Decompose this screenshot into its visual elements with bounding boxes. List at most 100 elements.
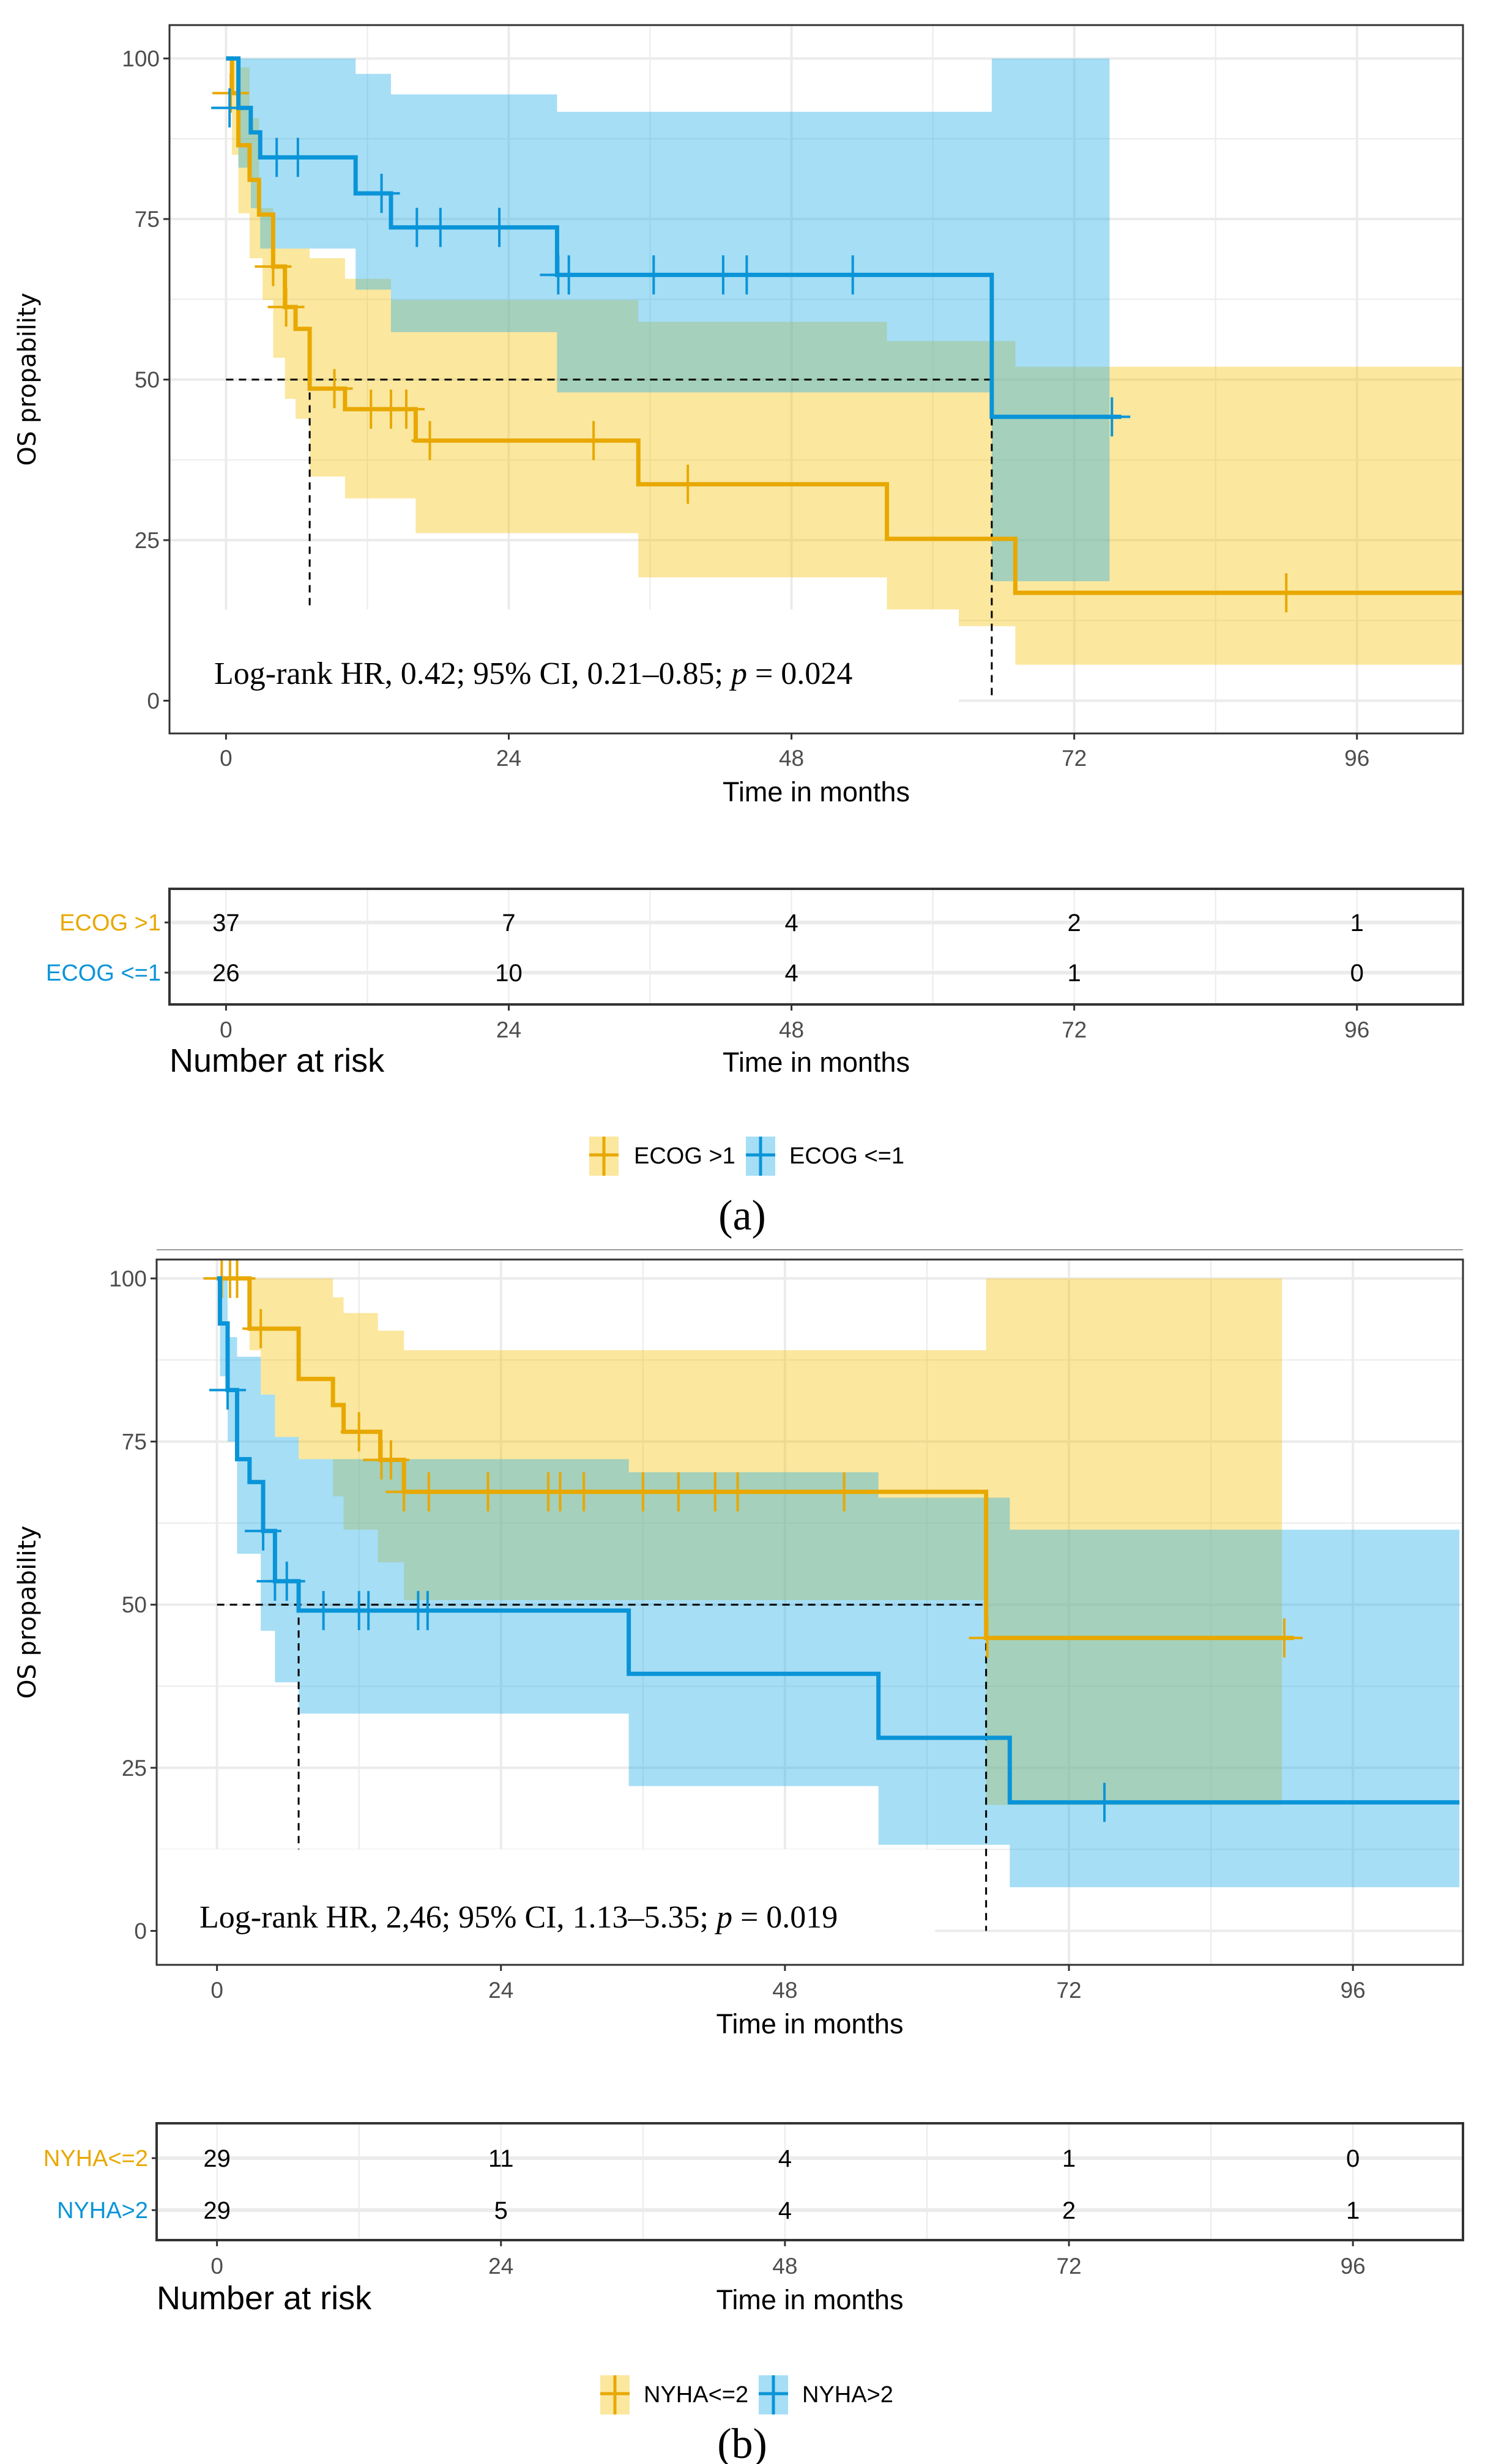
plot-area <box>169 56 1463 733</box>
x-tick-label: 48 <box>779 746 804 771</box>
legend-label: NYHA<=2 <box>644 2382 748 2408</box>
panel-caption: (b) <box>717 2421 767 2464</box>
y-axis-title: OS propability <box>13 1526 42 1699</box>
annotation-p-value: = 0.019 <box>732 1900 838 1935</box>
risk-count: 7 <box>502 910 515 937</box>
censor-mark <box>565 1472 603 1512</box>
risk-x-tick-label: 72 <box>1056 2254 1081 2279</box>
panel-caption: (a) <box>718 1192 766 1239</box>
risk-row-label: NYHA>2 <box>57 2198 148 2224</box>
risk-row-label: NYHA<=2 <box>43 2146 148 2172</box>
annotation-p-value: = 0.024 <box>747 656 852 691</box>
plot-area <box>157 1260 1460 1965</box>
risk-table-title: Number at risk <box>169 1042 385 1079</box>
censor-mark <box>481 207 518 247</box>
annotation-background <box>169 609 959 733</box>
risk-count: 4 <box>778 2197 792 2224</box>
censor-mark <box>350 1590 387 1630</box>
x-tick-label: 0 <box>220 746 233 771</box>
x-tick-label: 72 <box>1056 1978 1081 2003</box>
censor-mark <box>340 1412 378 1452</box>
risk-count: 1 <box>1350 910 1364 937</box>
risk-row-label: ECOG >1 <box>59 910 161 936</box>
censor-mark <box>372 1440 409 1480</box>
risk-table-frame <box>168 888 1464 1006</box>
annotation-background <box>157 1849 936 1965</box>
risk-count: 37 <box>212 910 240 937</box>
ci-band-orange <box>217 1278 1282 1805</box>
censor-mark <box>719 1472 756 1512</box>
risk-x-tick-label: 48 <box>772 2254 797 2279</box>
risk-x-tick-label: 72 <box>1062 1017 1087 1042</box>
x-tick-label: 48 <box>772 1978 797 2003</box>
y-tick-label: 0 <box>134 1919 147 1944</box>
ci-band-orange <box>226 58 1463 665</box>
annotation-text: Log-rank HR, 2,46; 95% CI, 1.13–5.35; <box>199 1900 716 1935</box>
legend: ECOG >1 ECOG <=1 <box>589 1137 904 1176</box>
legend-cross-icon <box>759 2375 788 2414</box>
x-tick-label: 24 <box>488 1978 513 2003</box>
risk-count: 10 <box>495 960 523 987</box>
censor-mark <box>411 421 448 461</box>
risk-count: 0 <box>1346 2145 1360 2172</box>
risk-x-tick-label: 96 <box>1344 1017 1369 1042</box>
risk-count: 4 <box>784 910 798 937</box>
legend-label: ECOG <=1 <box>789 1143 904 1169</box>
censor-mark <box>211 88 248 128</box>
risk-table-frame <box>155 2122 1464 2241</box>
legend-key-blue <box>746 1137 775 1176</box>
legend-key-orange <box>589 1137 619 1176</box>
legend-key-orange <box>600 2375 630 2414</box>
risk-count: 0 <box>1350 960 1364 987</box>
legend-key-blue <box>759 2375 788 2414</box>
censor-mark <box>316 369 353 409</box>
x-axis-title: Time in months <box>723 776 910 807</box>
y-tick-label: 25 <box>135 528 160 553</box>
annotation-p-symbol: p <box>729 656 747 691</box>
annotation-text: Log-rank HR, 0.42; 95% CI, 0.21–0.85; <box>214 656 731 691</box>
risk-count: 26 <box>212 960 240 987</box>
survival-curve-orange <box>226 56 1463 595</box>
risk-table-title: Number at risk <box>157 2280 372 2317</box>
y-tick-label: 100 <box>109 1266 147 1291</box>
censor-mark <box>728 255 765 295</box>
legend-label: ECOG >1 <box>634 1143 735 1169</box>
x-tick-label: 0 <box>210 1978 223 2003</box>
annotation-p-symbol: p <box>714 1900 732 1935</box>
legend: NYHA<=2 NYHA>2 <box>600 2375 893 2414</box>
risk-count: 2 <box>1062 2197 1076 2224</box>
risk-table: Number at risk NYHA<=2 29 11 4 1 0 NYHA>2 29 5 4 2 1… <box>43 2122 1464 2317</box>
y-tick-label: 50 <box>135 368 160 393</box>
risk-count: 2 <box>1068 910 1081 937</box>
ci-band-blue <box>226 58 1110 582</box>
risk-x-tick-label: 24 <box>496 1017 521 1042</box>
plot-frame <box>155 1258 1464 1966</box>
risk-x-tick-label: 0 <box>220 1017 233 1042</box>
risk-x-tick-label: 48 <box>779 1017 804 1042</box>
legend-cross-icon <box>600 2375 630 2414</box>
censor-mark <box>242 1309 280 1349</box>
logrank-annotation: Log-rank HR, 0.42; 95% CI, 0.21–0.85; p … <box>214 656 852 691</box>
censor-mark <box>825 1472 863 1512</box>
risk-count: 4 <box>784 960 798 987</box>
km-panel-a: Log-rank HR, 0.42; 95% CI, 0.21–0.85; p … <box>13 24 1464 1239</box>
y-tick-label: 75 <box>135 207 160 232</box>
censor-mark <box>409 1590 446 1630</box>
censor-mark <box>422 207 459 247</box>
censor-mark <box>1265 1618 1303 1658</box>
risk-x-tick-label: 96 <box>1341 2254 1366 2279</box>
censor-mark <box>660 1472 697 1512</box>
x-axis-title: Time in months <box>716 2008 904 2039</box>
legend-cross-icon <box>746 1137 775 1176</box>
x-tick-label: 24 <box>496 746 521 771</box>
censor-mark <box>255 247 292 286</box>
censor-mark <box>268 1561 305 1601</box>
censor-mark <box>363 174 400 213</box>
x-tick-label: 96 <box>1344 746 1369 771</box>
censor-mark <box>279 138 316 177</box>
y-axis-title: OS propability <box>13 292 42 466</box>
risk-count: 1 <box>1068 960 1081 987</box>
y-tick-label: 75 <box>122 1430 147 1455</box>
censor-mark <box>635 255 672 295</box>
